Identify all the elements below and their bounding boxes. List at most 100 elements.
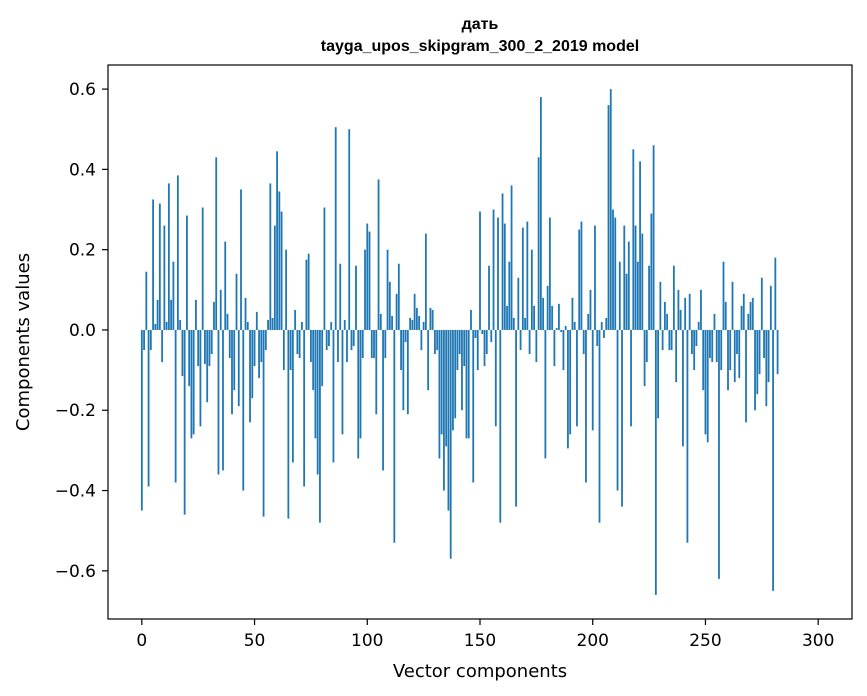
bar xyxy=(213,301,215,330)
bar xyxy=(528,329,531,355)
bar xyxy=(589,289,592,330)
bar xyxy=(303,329,306,487)
bar xyxy=(280,211,283,330)
bar xyxy=(167,183,170,330)
bar xyxy=(427,329,430,391)
bar xyxy=(605,317,608,330)
bar xyxy=(632,149,635,330)
bar xyxy=(499,329,502,523)
bar xyxy=(600,321,603,330)
bar xyxy=(670,329,673,351)
bar xyxy=(636,261,639,330)
bar xyxy=(596,329,599,347)
bar xyxy=(544,329,547,459)
bar xyxy=(291,329,294,463)
bar xyxy=(422,321,425,330)
x-axis-ticks: 0 50 100 150 200 250 300 xyxy=(136,619,834,651)
bar xyxy=(625,273,628,330)
bar xyxy=(443,329,445,491)
bar xyxy=(334,127,337,330)
bar xyxy=(645,329,648,363)
bar xyxy=(654,329,657,595)
bar xyxy=(361,329,364,359)
bar xyxy=(264,329,267,351)
bar xyxy=(244,297,247,330)
bar xyxy=(774,257,777,330)
bar xyxy=(621,329,623,507)
bar xyxy=(154,323,157,330)
bar xyxy=(733,329,736,383)
bar xyxy=(170,299,173,330)
bar xyxy=(373,329,375,359)
bar xyxy=(731,281,734,330)
bar xyxy=(224,241,227,330)
bar xyxy=(508,261,511,330)
bar xyxy=(424,233,427,330)
bar xyxy=(697,321,700,330)
bar xyxy=(738,329,741,379)
bar xyxy=(652,145,655,330)
bar xyxy=(533,305,536,330)
bar xyxy=(287,329,290,519)
bar xyxy=(668,329,671,351)
bar xyxy=(312,329,315,391)
bar xyxy=(289,329,292,371)
bar xyxy=(720,329,723,371)
bar xyxy=(147,329,150,487)
bar xyxy=(686,329,689,543)
bar xyxy=(756,329,759,395)
bar xyxy=(330,321,333,330)
bar xyxy=(413,293,416,330)
bar xyxy=(672,265,675,330)
bar xyxy=(226,313,229,330)
y-axis-ticks: −0.6 −0.4 −0.2 0.0 0.2 0.4 0.6 xyxy=(55,80,108,582)
bar xyxy=(452,329,454,431)
bar xyxy=(179,319,182,330)
bar xyxy=(598,329,601,523)
bar xyxy=(627,241,630,330)
bar xyxy=(400,329,402,371)
bar xyxy=(659,281,662,330)
bar xyxy=(519,329,522,351)
x-tick-label: 0 xyxy=(136,631,147,651)
bar xyxy=(483,329,486,367)
bar xyxy=(749,301,752,330)
bar xyxy=(246,321,249,330)
x-tick-label: 100 xyxy=(351,631,383,651)
x-tick-label: 200 xyxy=(577,631,609,651)
bar xyxy=(754,329,756,411)
bar xyxy=(729,329,732,371)
bar xyxy=(181,329,184,377)
bar xyxy=(161,329,164,363)
bar xyxy=(560,329,563,332)
bar xyxy=(539,97,542,330)
bar xyxy=(165,321,168,330)
bar xyxy=(235,273,238,330)
bar xyxy=(411,319,414,330)
bar xyxy=(693,329,696,371)
bar xyxy=(573,321,576,330)
bar xyxy=(172,261,175,330)
bar xyxy=(742,293,745,330)
bar xyxy=(679,309,682,330)
chart-title: дать xyxy=(462,16,499,33)
plot-frame xyxy=(107,64,853,620)
bar xyxy=(740,305,743,330)
bar xyxy=(727,329,729,391)
y-tick-label: −0.6 xyxy=(55,562,96,582)
bar xyxy=(285,249,288,330)
bar xyxy=(240,189,242,330)
bar xyxy=(210,329,213,355)
bar xyxy=(612,209,614,330)
bar xyxy=(415,307,418,330)
bar xyxy=(558,303,560,330)
bar xyxy=(715,329,718,363)
bar xyxy=(772,329,774,591)
bar xyxy=(641,233,644,330)
bar xyxy=(718,329,720,579)
bar xyxy=(258,329,260,379)
bar xyxy=(481,329,484,334)
bar xyxy=(456,329,459,371)
bar xyxy=(438,329,441,459)
bar xyxy=(553,329,556,367)
